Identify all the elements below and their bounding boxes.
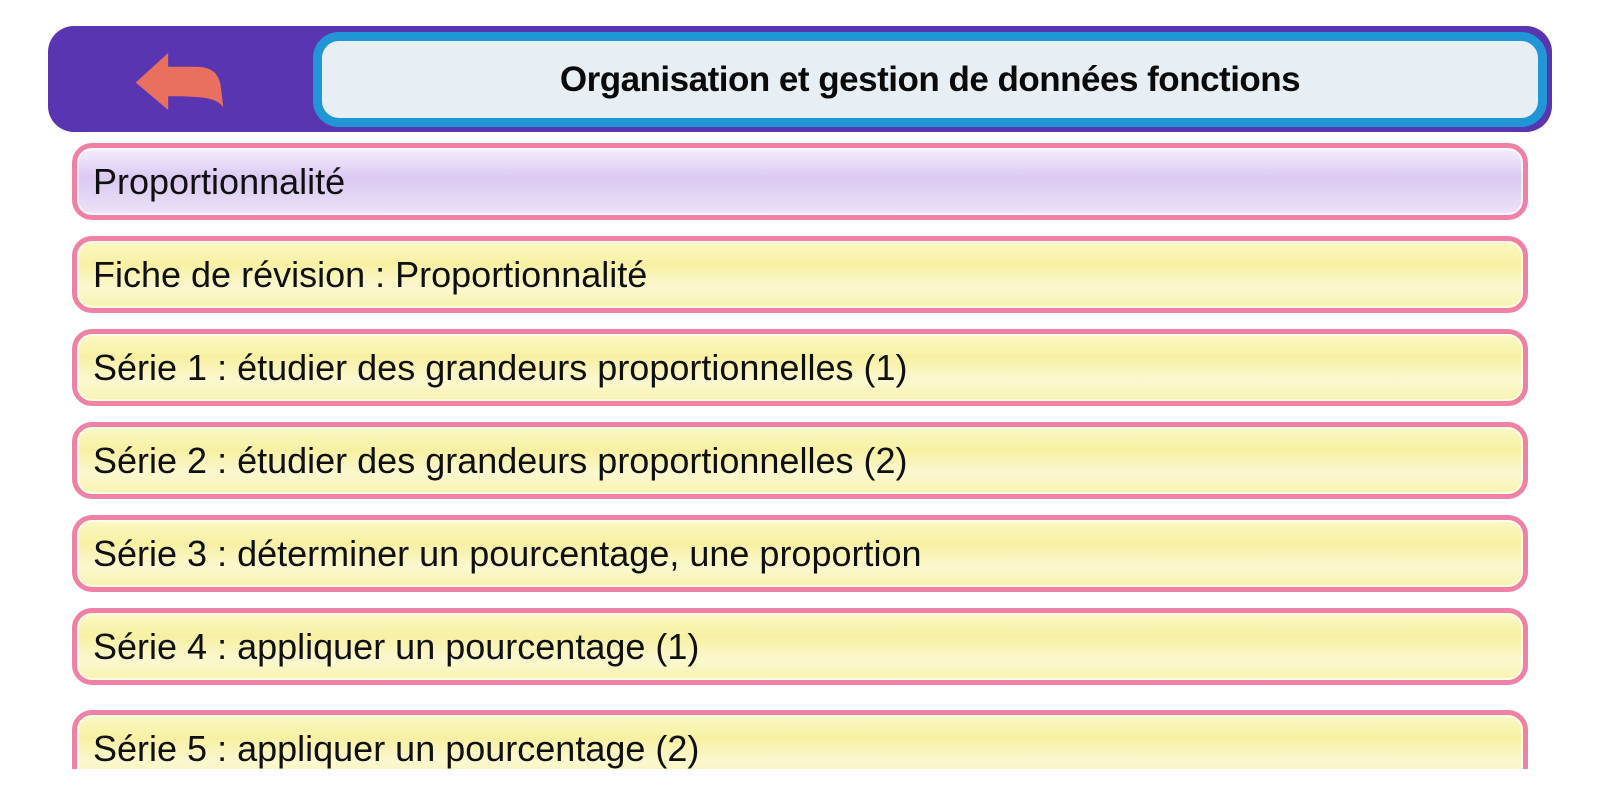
back-button[interactable] bbox=[132, 50, 226, 112]
list-item-serie-5[interactable]: Série 5 : appliquer un pourcentage (2) bbox=[72, 710, 1528, 769]
screen: Organisation et gestion de données fonct… bbox=[48, 26, 1552, 769]
list-item-fiche-revision-proportionnalite[interactable]: Fiche de révision : Proportionnalité bbox=[72, 236, 1528, 313]
list-item-serie-1[interactable]: Série 1 : étudier des grandeurs proporti… bbox=[72, 329, 1528, 406]
list-item-serie-2[interactable]: Série 2 : étudier des grandeurs proporti… bbox=[72, 422, 1528, 499]
list-item-label: Série 5 : appliquer un pourcentage (2) bbox=[93, 727, 700, 769]
list-item-label: Fiche de révision : Proportionnalité bbox=[93, 253, 648, 295]
list-item-serie-4[interactable]: Série 4 : appliquer un pourcentage (1) bbox=[72, 608, 1528, 685]
list-item-label: Proportionnalité bbox=[93, 160, 346, 202]
list-item-serie-3[interactable]: Série 3 : déterminer un pourcentage, une… bbox=[72, 515, 1528, 592]
list-item-label: Série 4 : appliquer un pourcentage (1) bbox=[93, 625, 700, 667]
header-bar: Organisation et gestion de données fonct… bbox=[48, 26, 1552, 132]
list-item-label: Série 2 : étudier des grandeurs proporti… bbox=[93, 439, 908, 481]
page-title: Organisation et gestion de données fonct… bbox=[559, 59, 1301, 99]
list-item-label: Série 1 : étudier des grandeurs proporti… bbox=[93, 346, 908, 388]
list-item-chapter-proportionnalite[interactable]: Proportionnalité bbox=[72, 143, 1528, 220]
chapter-list: Proportionnalité Fiche de révision : Pro… bbox=[72, 143, 1528, 769]
back-arrow-icon bbox=[135, 52, 224, 111]
list-item-label: Série 3 : déterminer un pourcentage, une… bbox=[93, 532, 922, 574]
page-title-box: Organisation et gestion de données fonct… bbox=[313, 32, 1547, 127]
